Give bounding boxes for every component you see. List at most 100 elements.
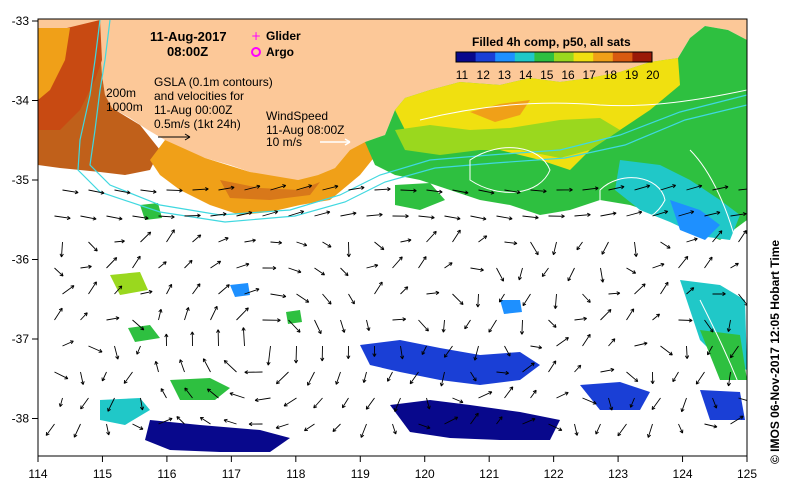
velocity-arrow: [530, 389, 537, 399]
velocity-arrow: [244, 287, 260, 295]
velocity-arrow: [726, 319, 731, 332]
sst-patch-south-coast-orange: [150, 140, 380, 215]
velocity-arrow: [608, 185, 625, 191]
velocity-arrow: [244, 370, 263, 375]
velocity-arrow: [158, 417, 173, 425]
velocity-arrow: [288, 319, 301, 333]
velocity-arrow: [418, 423, 431, 430]
velocity-arrow: [132, 319, 145, 331]
colorbar-cell: [475, 52, 496, 62]
y-axis: -33 -34 -35 -36 -37 -38: [12, 14, 38, 426]
colorbar-cell: [573, 52, 594, 62]
velocity-arrow: [548, 423, 563, 432]
velocity-arrow: [192, 234, 202, 243]
sst-patch-orange-inner: [220, 180, 320, 200]
velocity-arrow: [400, 188, 417, 193]
velocity-arrow: [441, 319, 446, 333]
velocity-arrow: [296, 184, 313, 191]
velocity-arrow: [54, 267, 64, 277]
x-tick-label: 119: [351, 467, 370, 481]
velocity-arrow: [184, 307, 190, 321]
velocity-arrow: [530, 345, 543, 350]
sst-patch-center-blue: [395, 183, 445, 210]
gsla-scale-arrow-head: [184, 133, 191, 141]
velocity-arrow: [88, 189, 105, 195]
velocity-arrow: [275, 371, 289, 385]
velocity-arrow: [62, 189, 79, 195]
velocity-arrow: [296, 241, 308, 247]
velocity-arrow: [650, 371, 655, 385]
colorbar-tick-label: 11: [456, 68, 469, 82]
velocity-arrow: [262, 210, 279, 217]
velocity-arrow: [626, 371, 639, 383]
velocity-arrow: [678, 423, 684, 434]
colorbar-cell: [554, 52, 575, 62]
velocity-arrow: [114, 239, 125, 244]
sst-patch-east-blue: [670, 200, 720, 240]
gsla-line-2: and velocities for: [154, 89, 244, 103]
velocity-arrow: [283, 397, 297, 407]
velocity-arrow: [400, 238, 412, 243]
x-tick-label: 114: [28, 467, 47, 481]
velocity-arrow: [652, 210, 669, 217]
velocity-arrow: [236, 262, 250, 269]
velocity-arrow: [275, 423, 289, 430]
velocity-arrow: [346, 241, 351, 258]
velocity-arrow: [288, 267, 302, 274]
velocity-arrow: [738, 230, 747, 243]
velocity-arrow: [470, 371, 477, 382]
velocity-arrow: [444, 262, 453, 269]
velocity-arrow: [421, 345, 427, 355]
gsla-line-3: 11-Aug 00:00Z: [154, 103, 233, 117]
x-tick-label: 120: [415, 467, 435, 481]
velocity-arrow: [158, 214, 175, 220]
velocity-arrow: [574, 423, 579, 436]
velocity-arrow: [218, 237, 229, 243]
velocity-arrow: [684, 345, 690, 359]
velocity-arrow: [136, 345, 141, 355]
velocity-arrow: [340, 319, 346, 333]
velocity-arrow: [530, 189, 547, 194]
velocity-arrow: [726, 371, 731, 387]
velocity-arrow: [496, 370, 509, 376]
colorbar: Filled 4h comp, p50, all sats 11 12 13 14 15…: [455, 35, 660, 82]
velocity-arrow: [574, 212, 591, 217]
velocity-arrow: [730, 212, 747, 217]
velocity-arrow: [660, 184, 677, 191]
velocity-arrow: [80, 264, 92, 269]
velocity-arrow: [530, 241, 539, 256]
velocity-arrow: [314, 319, 322, 335]
velocity-arrow: [262, 266, 277, 271]
velocity-arrow: [160, 388, 167, 399]
velocity-arrow: [320, 345, 325, 362]
gsla-contour-4: [689, 149, 741, 261]
velocity-arrow: [184, 387, 193, 399]
y-tick-label: -38: [12, 412, 30, 426]
sst-fill-layer: [38, 20, 747, 452]
velocity-arrow: [107, 397, 115, 412]
velocity-arrow: [634, 341, 648, 347]
velocity-arrow: [106, 215, 123, 221]
velocity-arrow: [608, 291, 621, 296]
velocity-arrow: [504, 241, 518, 246]
velocity-arrow: [426, 189, 443, 194]
velocity-arrow: [101, 371, 107, 382]
velocity-arrow: [426, 290, 440, 295]
velocity-arrow: [106, 423, 111, 436]
velocity-arrow: [504, 345, 511, 357]
sst-patch-bight-orange-spots: [470, 100, 530, 122]
velocity-arrow: [652, 313, 661, 321]
velocity-arrow: [426, 230, 437, 243]
velocity-arrow: [680, 397, 687, 413]
velocity-arrow: [304, 423, 315, 432]
velocity-arrow: [634, 184, 651, 191]
colorbar-tick-label: 13: [498, 68, 512, 82]
velocity-arrow: [712, 291, 726, 296]
velocity-arrow: [660, 281, 669, 295]
sst-patch-southeast-green: [700, 330, 747, 380]
velocity-vectors: [45, 184, 747, 438]
velocity-arrow: [360, 423, 367, 438]
sst-patch-southwest-green: [170, 378, 230, 400]
velocity-arrow: [166, 229, 175, 243]
velocity-arrow: [393, 397, 401, 412]
